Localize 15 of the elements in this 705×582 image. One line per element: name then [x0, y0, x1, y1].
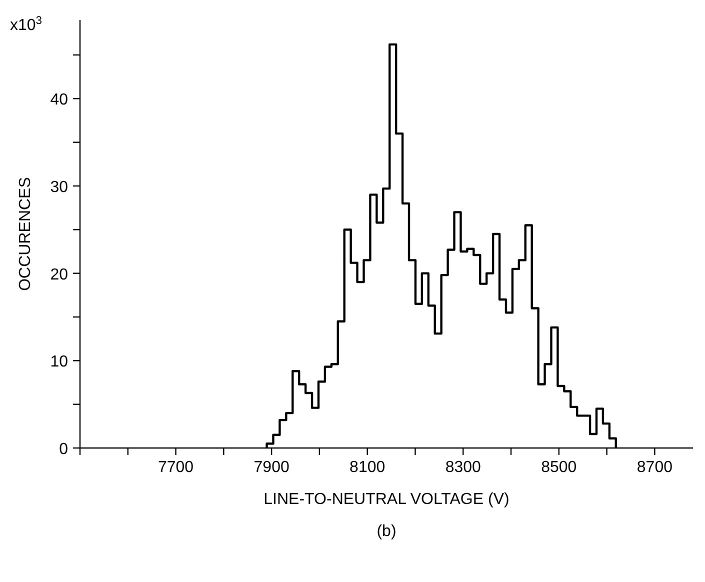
y-tick-label: 30	[50, 178, 68, 196]
text: x10$^{3}$	[10, 15, 42, 34]
x-tick-label: 7900	[254, 459, 290, 476]
x-tick-label: 8300	[445, 459, 482, 476]
x-tick-label: 8700	[636, 459, 673, 476]
text: (b)	[376, 523, 396, 540]
y-tick-label: 40	[50, 92, 68, 109]
y-tick-label: 0	[59, 441, 68, 458]
x-axis-title: LINE-TO-NEUTRAL VOLTAGE (V)	[264, 491, 510, 508]
y-axis-title: OCCURENCES	[17, 177, 34, 291]
y-tick-label: 10	[50, 354, 68, 371]
x-tick-label: 8100	[350, 459, 386, 476]
x-tick-label: 7700	[158, 459, 194, 476]
x-tick-label: 8500	[541, 459, 577, 476]
y-tick-label: 20	[50, 266, 68, 284]
